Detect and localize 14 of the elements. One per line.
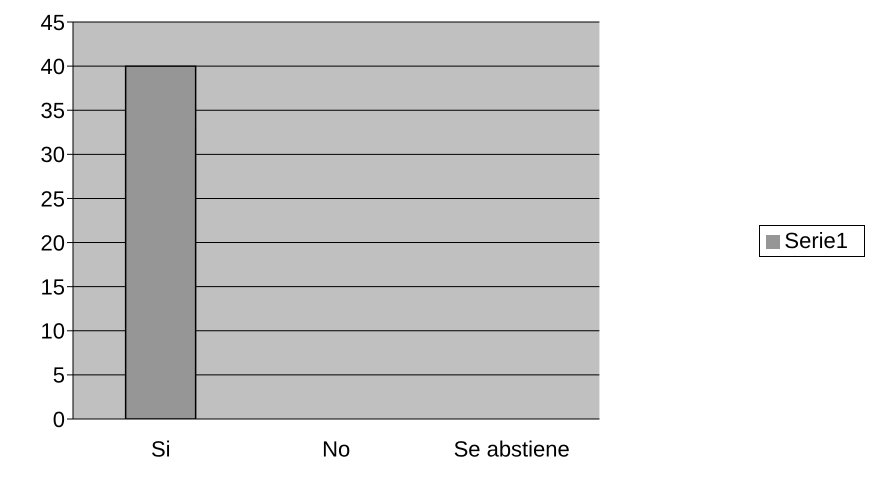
y-tick-label: 35 (40, 98, 65, 124)
y-tick-label: 0 (52, 406, 65, 432)
x-tick-label: No (322, 436, 350, 462)
y-tick-label: 30 (40, 142, 65, 168)
y-tick-label: 5 (52, 362, 65, 388)
y-tick-label: 25 (40, 186, 65, 212)
legend-label: Serie1 (784, 228, 848, 252)
y-tick-label: 15 (40, 274, 65, 300)
y-tick-label: 45 (40, 10, 65, 35)
y-tick-label: 10 (40, 318, 65, 344)
y-tick-label: 40 (40, 54, 65, 79)
y-tick-label: 20 (40, 230, 65, 256)
x-tick-label: Si (150, 436, 171, 462)
x-tick-label: Se abstiene (454, 436, 570, 462)
